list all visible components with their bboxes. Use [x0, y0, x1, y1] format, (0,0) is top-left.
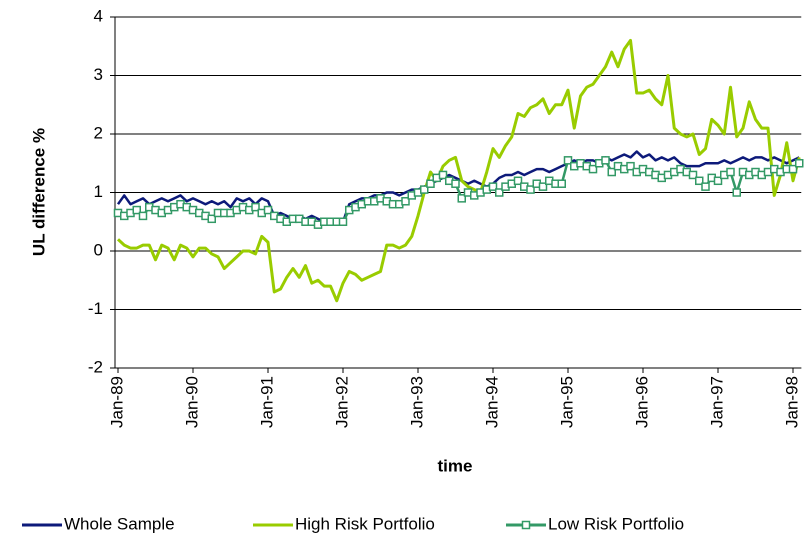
- x-tick-label: Jan-95: [557, 376, 576, 428]
- series-marker: [138, 211, 148, 221]
- series-marker: [488, 182, 498, 191]
- series-marker: [563, 156, 573, 165]
- series-marker: [420, 185, 429, 194]
- series-marker: [526, 185, 535, 194]
- series-marker: [495, 188, 504, 197]
- series-marker: [557, 179, 566, 188]
- x-tick-label: Jan-93: [407, 376, 426, 428]
- series-marker: [451, 179, 460, 188]
- series-marker: [132, 205, 141, 215]
- series-marker: [695, 176, 704, 186]
- series-marker: [426, 179, 435, 188]
- series-marker: [401, 197, 410, 206]
- y-axis-title: UL difference %: [29, 128, 48, 256]
- x-tick-label: Jan-96: [632, 376, 651, 428]
- legend-label: Low Risk Portfolio: [548, 514, 684, 533]
- series-marker: [588, 164, 598, 174]
- series-marker: [726, 167, 735, 177]
- y-tick-label: -1: [88, 299, 103, 318]
- legend-label: High Risk Portfolio: [295, 514, 435, 533]
- series-marker: [788, 164, 798, 174]
- series-line: [116, 38, 801, 303]
- x-tick-label: Jan-98: [782, 376, 801, 428]
- series-marker: [338, 217, 348, 226]
- series-marker: [688, 170, 698, 180]
- series-marker: [713, 176, 723, 186]
- x-tick-label: Jan-94: [482, 376, 501, 428]
- x-tick-label: Jan-89: [107, 376, 126, 428]
- x-tick-label: Jan-92: [332, 376, 351, 428]
- series-marker: [795, 159, 804, 168]
- series-marker: [607, 167, 616, 177]
- series-marker: [538, 182, 548, 191]
- y-tick-label: 0: [94, 240, 103, 259]
- legend-marker: [521, 520, 531, 530]
- y-tick-label: 3: [94, 65, 103, 84]
- series-marker: [513, 176, 523, 186]
- x-tick-label: Jan-90: [182, 376, 201, 428]
- series-marker: [732, 188, 741, 197]
- y-tick-label: -2: [88, 357, 103, 376]
- series-marker: [601, 156, 610, 165]
- y-tick-label: 2: [94, 123, 103, 142]
- legend-label: Whole Sample: [64, 514, 175, 533]
- y-tick-label: 1: [94, 182, 103, 201]
- series-marker: [457, 194, 466, 203]
- y-tick-label: 4: [94, 6, 103, 25]
- x-axis-title: time: [438, 456, 473, 475]
- series-line: [116, 150, 800, 223]
- x-tick-label: Jan-91: [257, 376, 276, 428]
- x-tick-label: Jan-97: [707, 376, 726, 428]
- series-marker: [626, 161, 635, 171]
- series-marker: [701, 182, 710, 191]
- series-marker: [207, 214, 216, 224]
- series-marker: [251, 202, 260, 212]
- series-marker: [438, 170, 448, 180]
- series-marker: [263, 205, 273, 215]
